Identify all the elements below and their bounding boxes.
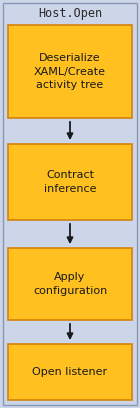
- Text: Apply
configuration: Apply configuration: [33, 273, 107, 296]
- FancyBboxPatch shape: [8, 25, 132, 118]
- Text: Contract
inference: Contract inference: [44, 171, 96, 194]
- Text: Open listener: Open listener: [32, 367, 108, 377]
- FancyBboxPatch shape: [8, 344, 132, 400]
- FancyBboxPatch shape: [8, 144, 132, 220]
- Text: Host.Open: Host.Open: [38, 7, 102, 20]
- FancyBboxPatch shape: [8, 248, 132, 320]
- Text: Deserialize
XAML/Create
activity tree: Deserialize XAML/Create activity tree: [34, 53, 106, 90]
